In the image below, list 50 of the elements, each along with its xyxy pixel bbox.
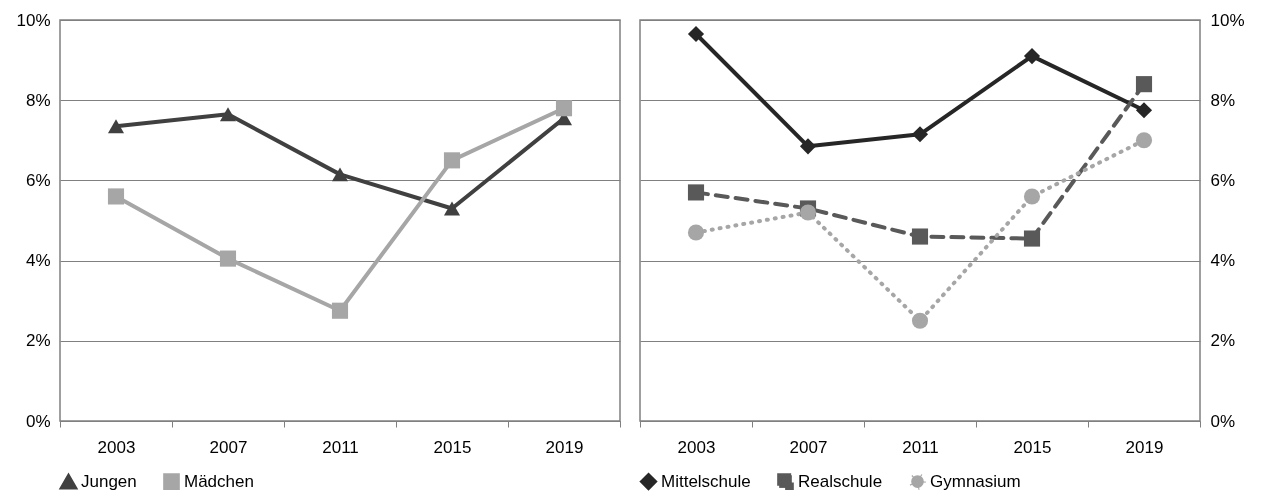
y-tick-label: 6%: [25, 170, 51, 190]
legend-label: Jungen: [81, 472, 137, 492]
point: [911, 126, 929, 143]
y-tick-label: 8%: [25, 90, 51, 110]
y-tick-label: 0%: [25, 411, 51, 431]
point: [219, 250, 237, 267]
y-tick-label: 4%: [25, 251, 51, 271]
point: [219, 107, 237, 122]
x-tick-label: 2003: [677, 437, 716, 457]
point: [687, 25, 705, 43]
legend-label: Realschule: [798, 471, 883, 491]
y2-tick-label: 10%: [1210, 10, 1245, 30]
legend-label: Mittelschule: [661, 471, 751, 491]
x-tick-label: 2011: [902, 437, 939, 457]
y2-tick-label: 8%: [1210, 90, 1236, 110]
point: [331, 302, 349, 319]
y2-tick-label: 0%: [1210, 411, 1236, 431]
point: [1135, 102, 1153, 119]
point: [687, 184, 705, 201]
x-tick-label: 2019: [545, 437, 584, 457]
point: [911, 228, 929, 245]
y-tick-label: 10%: [16, 10, 51, 30]
y2-tick-label: 2%: [1210, 331, 1236, 351]
point: [799, 138, 817, 155]
x-tick-label: 2011: [322, 437, 359, 457]
point: [1135, 76, 1153, 93]
legend-label: Mädchen: [184, 471, 254, 491]
point: [1023, 188, 1041, 205]
x-tick-label: 2007: [209, 437, 248, 457]
point: [1135, 132, 1153, 149]
point: [555, 100, 573, 117]
point: [443, 152, 461, 169]
point: [107, 188, 125, 205]
point: [107, 119, 125, 134]
x-tick-label: 2015: [433, 437, 472, 457]
point: [799, 204, 817, 221]
point: [1023, 48, 1041, 65]
x-tick-label: 2007: [789, 437, 828, 457]
x-tick-label: 2015: [1013, 437, 1052, 457]
x-tick-label: 2019: [1125, 437, 1164, 457]
point: [911, 312, 929, 329]
legend-label: Gymnasium: [930, 471, 1021, 491]
point: [1023, 230, 1041, 247]
y-tick-label: 2%: [25, 331, 51, 351]
point: [443, 201, 461, 216]
y2-tick-label: 4%: [1210, 251, 1236, 271]
point: [331, 167, 349, 182]
x-tick-label: 2003: [97, 437, 136, 457]
point: [687, 224, 705, 241]
y2-tick-label: 6%: [1210, 170, 1236, 190]
